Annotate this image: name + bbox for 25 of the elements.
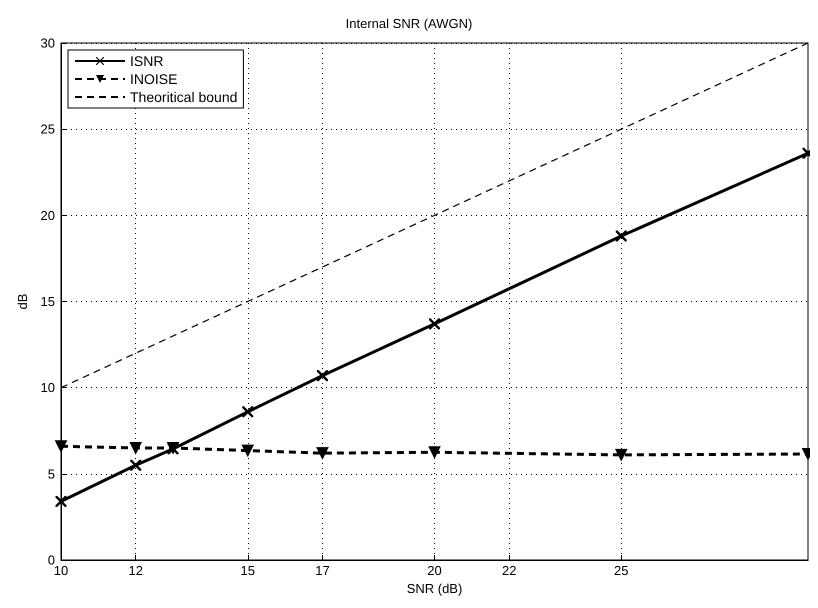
y-tick-label: 5	[48, 466, 55, 482]
point	[55, 440, 67, 452]
point	[242, 444, 254, 457]
x-tick-label: 22	[502, 563, 516, 578]
x-tick-label: 20	[427, 563, 442, 578]
legend-label: INOISE	[130, 71, 178, 87]
x-axis-title: SNR (dB)	[406, 580, 462, 596]
y-tick-label: 0	[48, 552, 55, 568]
x-tick-label: 12	[128, 563, 143, 578]
y-axis-title: dB	[15, 294, 30, 310]
y-tick-label: 20	[40, 208, 55, 223]
x-tick-label: 15	[240, 563, 255, 578]
x-tick-label: 17	[315, 563, 330, 578]
y-tick-label: 15	[40, 294, 55, 309]
y-tick-label: 30	[40, 36, 55, 50]
legend-label: ISNR	[130, 53, 164, 69]
chart-title: Internal SNR (AWGN)	[346, 16, 472, 31]
point	[428, 446, 440, 458]
x-tick-label: 25	[614, 563, 628, 578]
point	[130, 442, 142, 454]
y-tick-label: 10	[40, 380, 55, 396]
point	[316, 447, 328, 460]
y-tick-label: 25	[40, 122, 55, 137]
legend-label: Theoritical bound	[130, 89, 238, 105]
point	[615, 448, 628, 461]
